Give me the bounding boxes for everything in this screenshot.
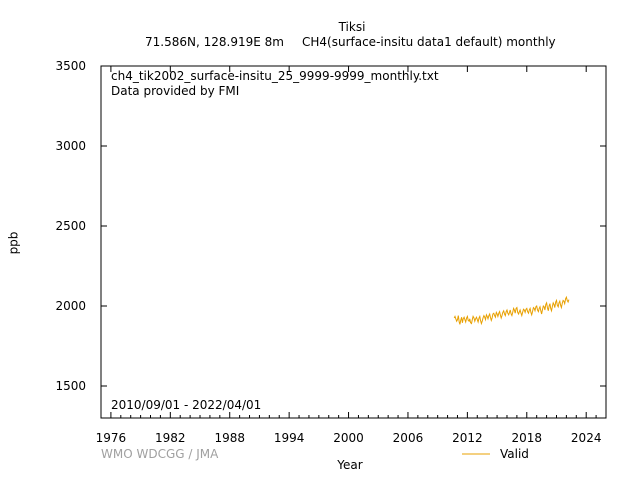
series-line-valid	[453, 295, 570, 326]
x-tick-label: 2024	[571, 431, 602, 445]
file-name-annotation: ch4_tik2002_surface-insitu_25_9999-9999_…	[111, 69, 439, 83]
chart-title-dataset: CH4(surface-insitu data1 default) monthl…	[302, 35, 556, 49]
y-tick-label: 3500	[55, 59, 86, 73]
x-tick-label: 1988	[214, 431, 245, 445]
plot-frame	[100, 65, 607, 419]
period-annotation: 2010/09/01 - 2022/04/01	[111, 398, 262, 412]
x-tick-label: 2006	[393, 431, 424, 445]
y-tick-label: 2000	[55, 299, 86, 313]
x-axis: 1976 1982 1988 1994 2000 2006 2012 2018 2024	[96, 66, 607, 445]
chart-title-location: 71.586N, 128.919E 8m	[145, 35, 284, 49]
series-layer	[453, 295, 570, 326]
x-tick-label: 2012	[452, 431, 483, 445]
provider-annotation: Data provided by FMI	[111, 84, 240, 98]
credit-text: WMO WDCGG / JMA	[101, 447, 219, 461]
legend-label-valid: Valid	[500, 447, 529, 461]
y-axis-label: ppb	[6, 231, 21, 255]
y-tick-label: 3000	[55, 139, 86, 153]
x-tick-label: 1982	[155, 431, 186, 445]
x-axis-label: Year	[337, 458, 363, 472]
chart-title-station: Tiksi	[338, 20, 366, 34]
x-tick-label: 2018	[512, 431, 543, 445]
x-tick-label: 2000	[333, 431, 364, 445]
y-axis: 1500 2000 2500 3000 3500	[55, 59, 606, 393]
x-tick-label: 1976	[96, 431, 127, 445]
y-tick-label: 1500	[55, 379, 86, 393]
y-tick-label: 2500	[55, 219, 86, 233]
x-tick-label: 1994	[274, 431, 305, 445]
